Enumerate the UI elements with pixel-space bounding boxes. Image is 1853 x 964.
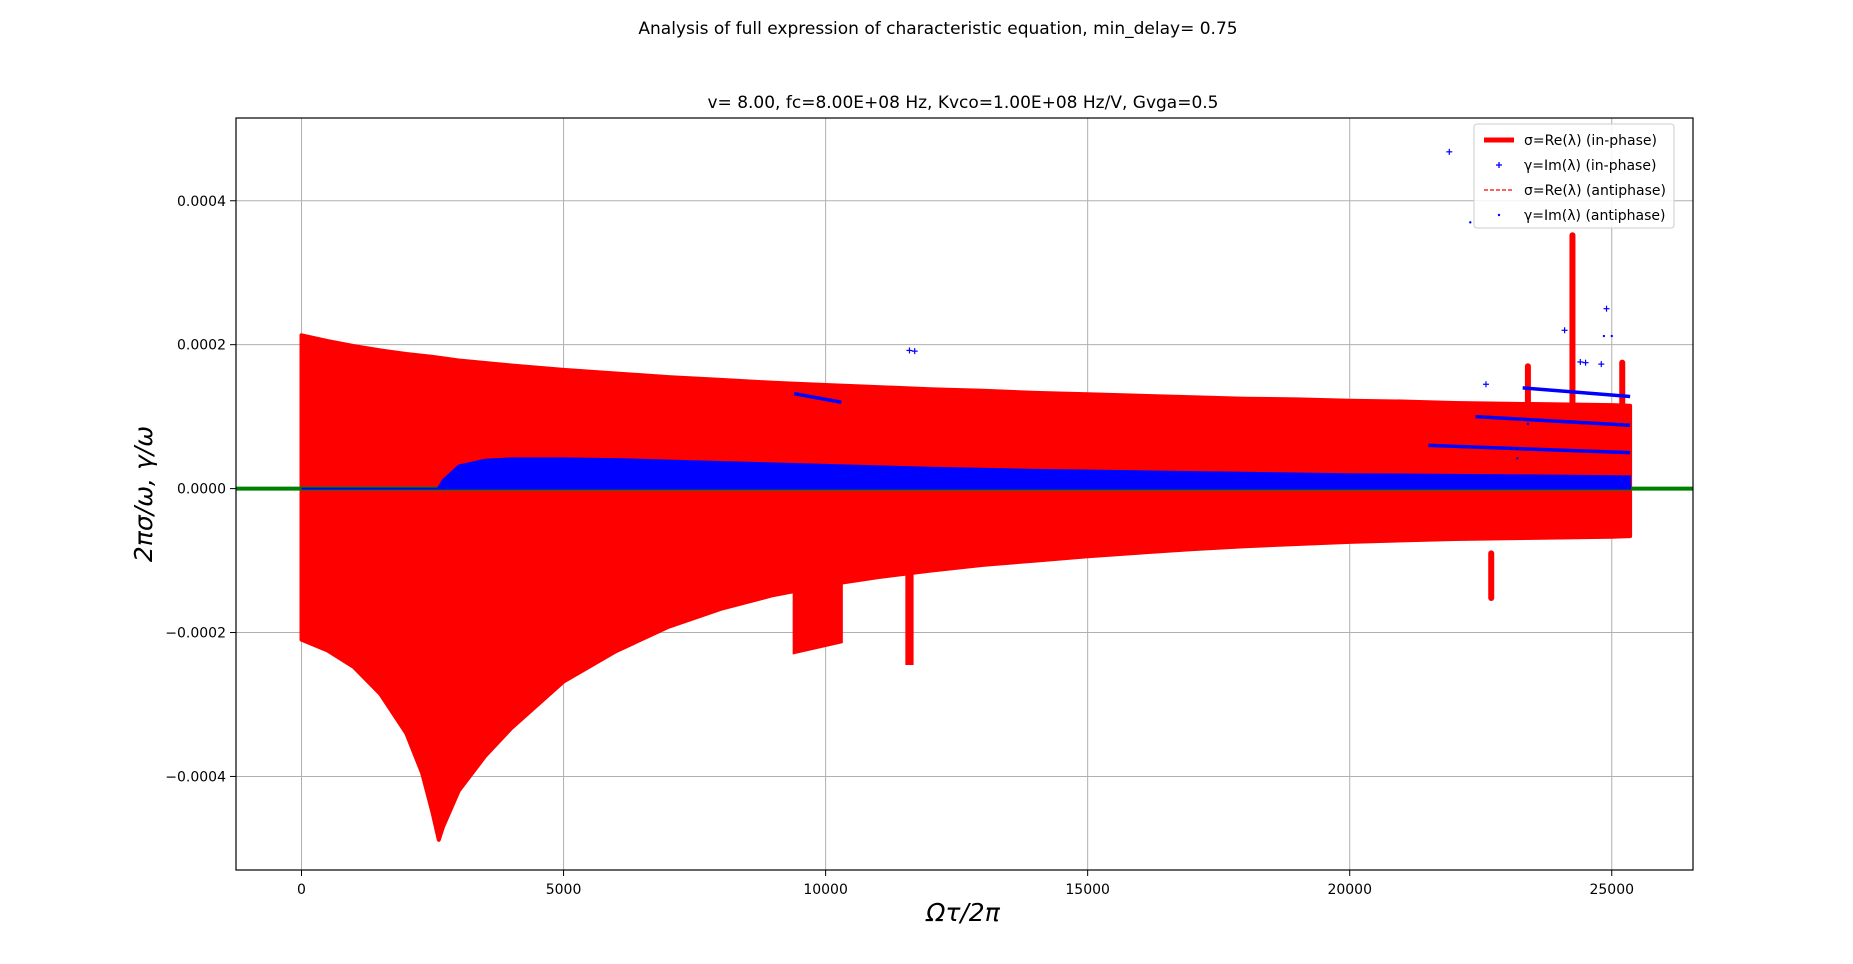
series-gamma-antiphase-point <box>1610 334 1613 338</box>
legend-label: γ=Im(λ) (in-phase) <box>1524 158 1656 174</box>
series-gamma-in-phase-point <box>911 348 918 355</box>
series-gamma-in-phase-point <box>1561 327 1568 334</box>
x-tick-label: 5000 <box>546 882 582 898</box>
series-gamma-in-phase-point <box>1603 305 1610 312</box>
series-gamma-in-phase-streak <box>1475 414 1631 428</box>
legend-entry: γ=Im(λ) (in-phase) <box>1496 158 1656 174</box>
x-tick-label: 15000 <box>1065 882 1110 898</box>
series-gamma-in-phase-streak <box>1428 443 1631 455</box>
y-tick-label: 0.0000 <box>177 482 226 498</box>
x-axis-ticks: 0 5000 10000 15000 20000 25000 <box>297 870 1634 898</box>
legend: σ=Re(λ) (in-phase) γ=Im(λ) (in-phase) σ=Re… <box>1473 123 1675 229</box>
y-tick-label: −0.0002 <box>165 626 226 642</box>
legend-label: σ=Re(λ) (antiphase) <box>1524 183 1666 199</box>
x-tick-label: 20000 <box>1327 882 1372 898</box>
legend-swatch-dot <box>1497 213 1501 217</box>
series-gamma-in-phase-point <box>1582 359 1589 366</box>
series-gamma-in-phase-streak <box>793 391 842 404</box>
x-axis-label: Ωτ/2π <box>925 898 1000 927</box>
y-axis-ticks: −0.0004 −0.0002 0.0000 0.0002 0.0004 <box>165 194 236 785</box>
y-tick-label: 0.0004 <box>177 194 226 210</box>
legend-label: σ=Re(λ) (in-phase) <box>1524 133 1657 149</box>
x-tick-label: 25000 <box>1589 882 1634 898</box>
x-tick-label: 10000 <box>803 882 848 898</box>
series-gamma-in-phase-point <box>1446 148 1453 155</box>
series-gamma-antiphase-point <box>1469 221 1472 224</box>
legend-entry: γ=Im(λ) (antiphase) <box>1497 208 1665 224</box>
y-tick-label: −0.0004 <box>165 769 226 785</box>
series-gamma-in-phase-point <box>1482 381 1489 388</box>
series-sigma-in-phase-excursion <box>792 551 843 655</box>
legend-entry: σ=Re(λ) (antiphase) <box>1484 183 1666 199</box>
series-gamma-antiphase-point <box>1602 334 1606 338</box>
y-axis-label: 2πσ/ω, γ/ω <box>129 426 158 562</box>
series-gamma-in-phase-point <box>1577 358 1584 365</box>
series-gamma-in-phase-point <box>1598 361 1605 368</box>
series-gamma-in-phase-point <box>906 347 913 354</box>
series-gamma-in-phase-streak <box>1522 386 1631 399</box>
series-gamma-in-phase-band <box>301 457 1632 490</box>
axes-frame <box>235 117 1694 871</box>
figure-suptitle: Analysis of full expression of character… <box>638 19 1237 39</box>
legend-entry: σ=Re(λ) (in-phase) <box>1484 133 1657 149</box>
x-tick-label: 0 <box>297 882 306 898</box>
plot-area <box>236 148 1693 842</box>
series-gamma-antiphase-point <box>1526 422 1530 426</box>
legend-label: γ=Im(λ) (antiphase) <box>1524 208 1665 224</box>
series-gamma-antiphase-point <box>1516 457 1519 460</box>
series-sigma-in-phase-excursion <box>905 551 914 665</box>
legend-box <box>1473 123 1675 229</box>
chart-title: v= 8.00, fc=8.00E+08 Hz, Kvco=1.00E+08 H… <box>708 93 1219 113</box>
y-tick-label: 0.0002 <box>177 338 226 354</box>
